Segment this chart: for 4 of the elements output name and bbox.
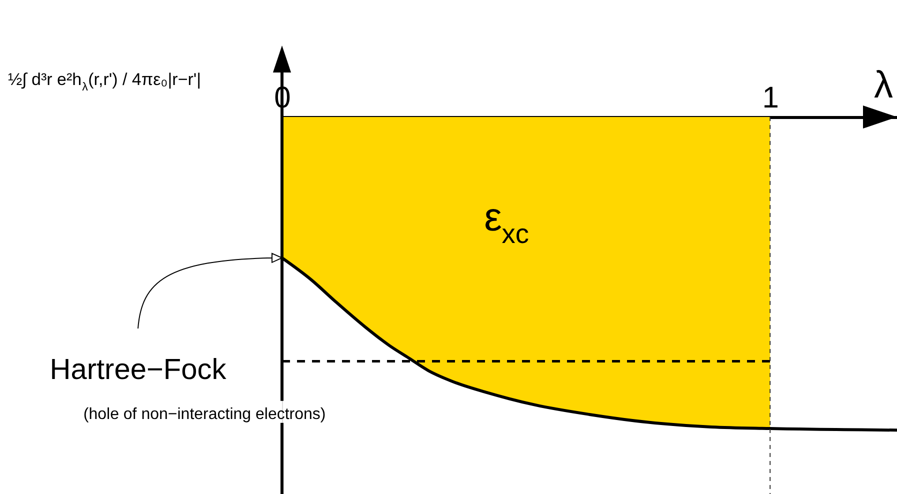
x-axis-title: λ <box>874 64 893 106</box>
text: Hartree−Fock <box>50 354 227 386</box>
x-tick-label: 1 <box>762 82 779 114</box>
annotation: (hole of non−interacting electrons) <box>83 406 326 423</box>
